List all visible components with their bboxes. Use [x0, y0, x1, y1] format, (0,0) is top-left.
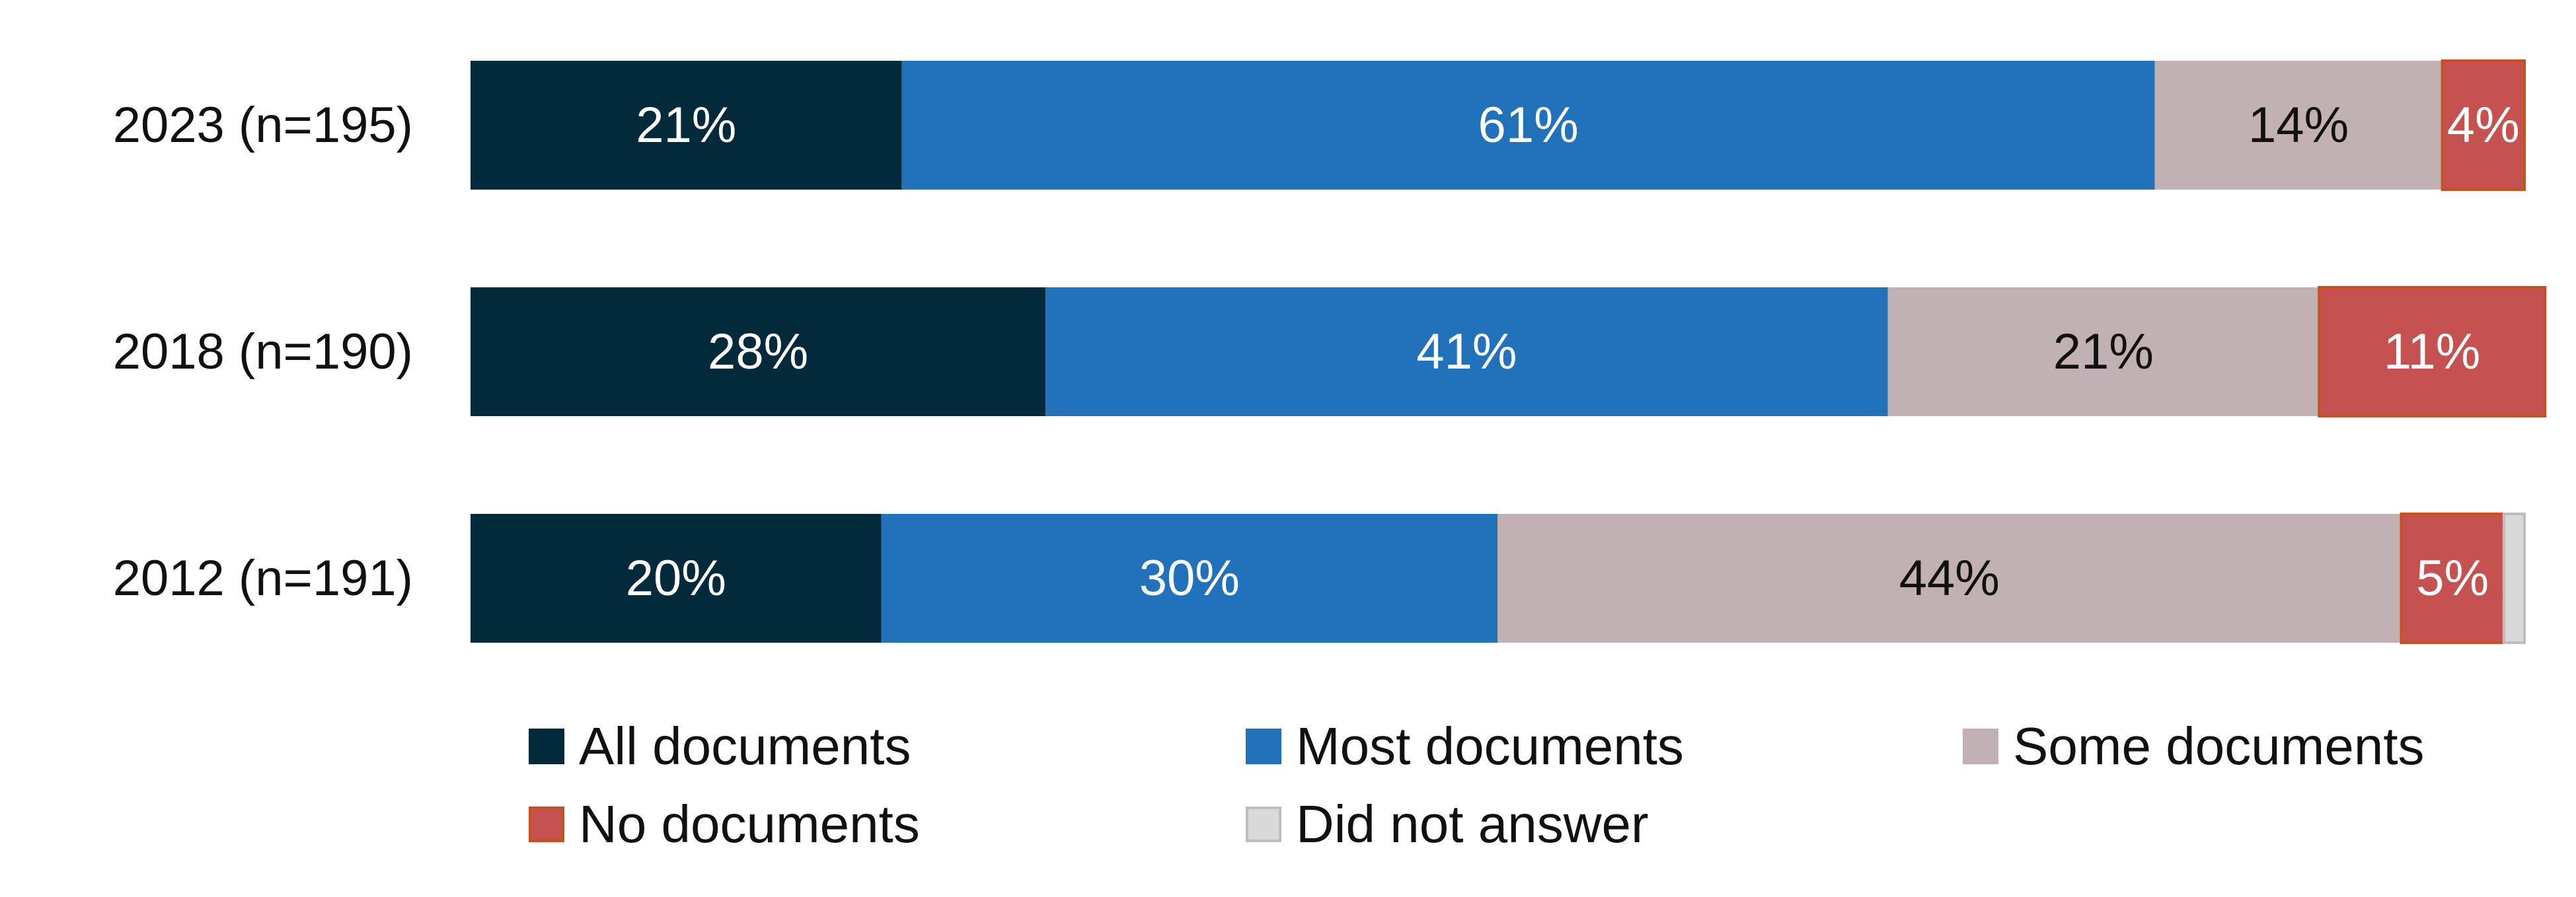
legend-item-all-documents: All documents — [529, 713, 911, 779]
legend-item-no-documents: No documents — [529, 791, 920, 857]
legend-item-most-documents: Most documents — [1246, 713, 1684, 779]
data-label: 28% — [708, 324, 808, 380]
data-label: 21% — [636, 97, 736, 153]
data-label: 4% — [2447, 97, 2520, 153]
legend-swatch — [1246, 729, 1281, 764]
bar-segment-all-documents — [471, 287, 1046, 416]
category-label: 2012 (n=191) — [113, 550, 413, 606]
legend-swatch — [1246, 807, 1281, 842]
bar-segment-no-documents — [2441, 59, 2526, 191]
legend-label: Did not answer — [1296, 795, 1649, 853]
bar-rows: 2023 (n=195) 21% 61% 14% 4% 2018 (n=190) 28% 41… — [113, 59, 2547, 644]
legend-label: Most documents — [1296, 717, 1684, 775]
legend-item-did-not-answer: Did not answer — [1246, 791, 1649, 857]
data-label: 14% — [2248, 97, 2349, 153]
bar-segment-most-documents — [901, 61, 2155, 190]
legend-swatch — [1963, 729, 1998, 764]
bar-segment-did-not-answer — [2502, 513, 2526, 644]
bar-segment-all-documents — [471, 514, 882, 643]
category-label: 2023 (n=195) — [113, 97, 413, 153]
bar-segment-all-documents — [471, 61, 902, 190]
legend-label: Some documents — [2013, 717, 2425, 775]
bar-segment-most-documents — [1045, 287, 1888, 416]
data-label: 20% — [626, 550, 726, 606]
bar-segment-some-documents — [1887, 287, 2320, 416]
legend-swatch — [529, 807, 564, 842]
legend-item-some-documents: Some documents — [1963, 713, 2425, 779]
category-label: 2018 (n=190) — [113, 324, 413, 380]
data-label: 41% — [1416, 324, 1517, 380]
bar-segment-no-documents — [2400, 513, 2505, 644]
legend-label: All documents — [579, 717, 911, 775]
bar-segment-some-documents — [2154, 61, 2443, 190]
legend-swatch — [529, 729, 564, 764]
data-label: 5% — [2416, 550, 2489, 606]
legend-label: No documents — [579, 795, 920, 853]
data-label: 61% — [1478, 97, 1579, 153]
data-label: 21% — [2053, 324, 2154, 380]
data-label: 30% — [1139, 550, 1240, 606]
bar-segment-no-documents — [2318, 286, 2547, 417]
legend: All documents Most documents Some document… — [529, 713, 2511, 885]
bar-segment-some-documents — [1497, 514, 2402, 643]
data-label: 44% — [1899, 550, 2000, 606]
bar-segment-most-documents — [881, 514, 1497, 643]
data-label: 11% — [2384, 324, 2480, 380]
